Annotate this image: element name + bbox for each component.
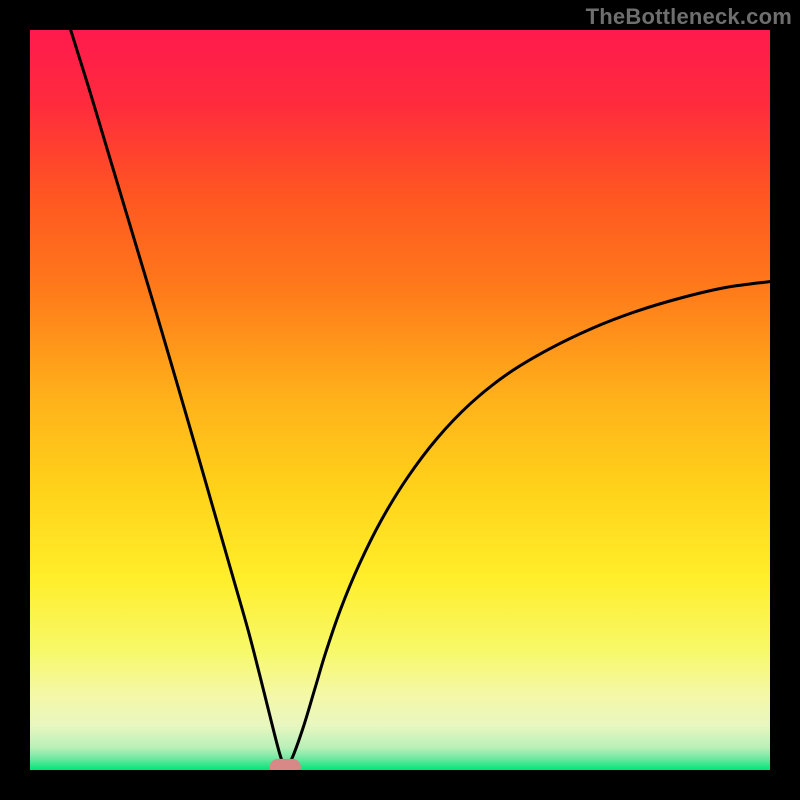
- plot-background: [30, 30, 770, 770]
- chart-frame: TheBottleneck.com: [0, 0, 800, 800]
- optimal-point-marker: [270, 759, 301, 770]
- watermark-text: TheBottleneck.com: [586, 4, 792, 30]
- bottleneck-curve-plot: [30, 30, 770, 770]
